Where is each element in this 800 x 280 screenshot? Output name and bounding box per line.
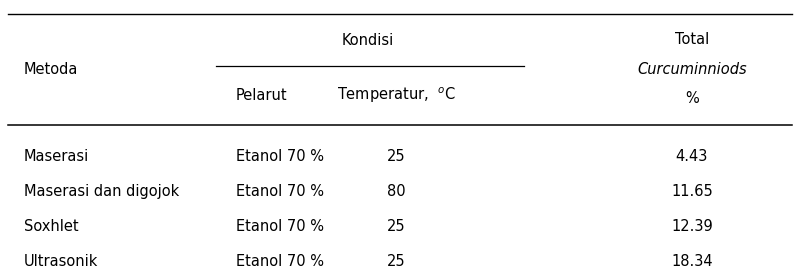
Text: Etanol 70 %: Etanol 70 % (236, 219, 324, 234)
Text: 4.43: 4.43 (676, 149, 708, 164)
Text: Ultrasonik: Ultrasonik (24, 254, 98, 269)
Text: Maserasi dan digojok: Maserasi dan digojok (24, 184, 179, 199)
Text: 25: 25 (386, 219, 406, 234)
Text: Temperatur,  $^o$C: Temperatur, $^o$C (337, 85, 455, 105)
Text: Etanol 70 %: Etanol 70 % (236, 184, 324, 199)
Text: Metoda: Metoda (24, 62, 78, 77)
Text: 12.39: 12.39 (671, 219, 713, 234)
Text: Kondisi: Kondisi (342, 33, 394, 48)
Text: %: % (685, 91, 699, 106)
Text: 25: 25 (386, 149, 406, 164)
Text: 18.34: 18.34 (671, 254, 713, 269)
Text: Total: Total (675, 32, 709, 47)
Text: 11.65: 11.65 (671, 184, 713, 199)
Text: Pelarut: Pelarut (236, 88, 288, 103)
Text: 25: 25 (386, 254, 406, 269)
Text: Soxhlet: Soxhlet (24, 219, 78, 234)
Text: Maserasi: Maserasi (24, 149, 90, 164)
Text: Curcuminniods: Curcuminniods (637, 62, 747, 77)
Text: 80: 80 (386, 184, 406, 199)
Text: Etanol 70 %: Etanol 70 % (236, 149, 324, 164)
Text: Etanol 70 %: Etanol 70 % (236, 254, 324, 269)
